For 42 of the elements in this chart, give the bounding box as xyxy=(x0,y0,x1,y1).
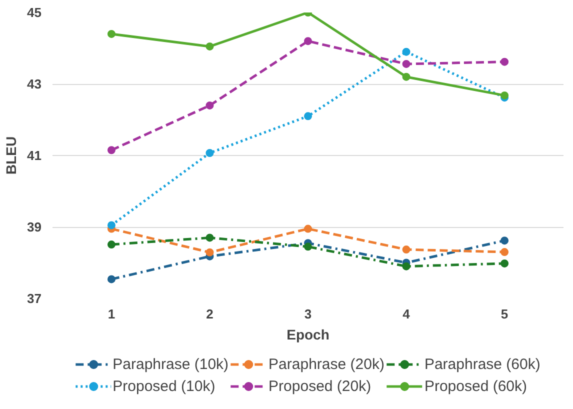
point xyxy=(304,37,312,46)
y-tick-label: 37 xyxy=(27,291,42,306)
point xyxy=(402,246,410,254)
point xyxy=(206,248,214,256)
point xyxy=(107,30,116,38)
y-axis-title: BLEU xyxy=(3,136,20,175)
legend-label: Proposed (10k) xyxy=(112,378,216,394)
y-tick-label: 39 xyxy=(27,220,42,234)
point xyxy=(107,275,116,284)
legend-label: Paraphrase (20k) xyxy=(268,356,384,372)
y-tick-label: 41 xyxy=(27,148,42,163)
x-axis-title: Epoch xyxy=(286,326,330,342)
point xyxy=(402,72,410,81)
x-tick-label: 2 xyxy=(206,306,214,322)
point xyxy=(304,112,312,120)
point xyxy=(206,101,214,110)
legend-label: Paraphrase (10k) xyxy=(112,356,229,372)
x-tick-label: 1 xyxy=(108,306,116,322)
point xyxy=(500,259,509,268)
point xyxy=(107,146,116,154)
point xyxy=(206,149,214,157)
legend-label: Proposed (60k) xyxy=(424,378,528,394)
point xyxy=(500,248,509,256)
y-tick-label: 43 xyxy=(27,76,42,92)
point xyxy=(206,234,214,242)
point xyxy=(206,42,214,50)
point xyxy=(304,224,312,233)
x-tick-label: 5 xyxy=(500,306,508,322)
point xyxy=(402,48,410,56)
point xyxy=(500,236,509,245)
point xyxy=(500,91,509,100)
point xyxy=(402,262,410,270)
point xyxy=(402,60,410,68)
legend-label: Paraphrase (60k) xyxy=(424,356,540,372)
point xyxy=(304,242,312,251)
x-tick-label: 4 xyxy=(402,306,411,322)
point xyxy=(107,240,116,249)
point xyxy=(107,221,116,230)
point xyxy=(500,58,509,66)
x-tick-label: 3 xyxy=(304,306,312,322)
legend-label: Proposed (20k) xyxy=(268,378,372,394)
y-tick-label: 45 xyxy=(27,5,42,20)
